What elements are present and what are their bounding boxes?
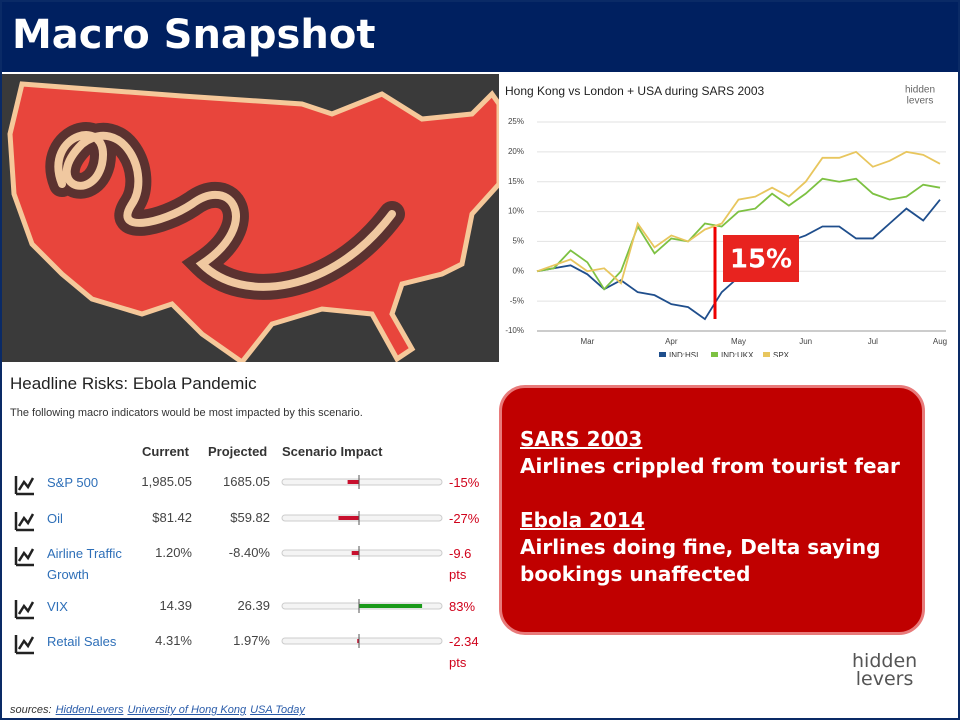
current-value: 1.20%: [155, 545, 192, 560]
x-tick-label: Aug: [933, 337, 947, 346]
impact-track: [281, 549, 443, 557]
header-bar: Macro Snapshot: [2, 2, 958, 72]
callout-box: SARS 2003 Airlines crippled from tourist…: [499, 385, 925, 635]
sources-label: sources:: [10, 704, 52, 716]
impact-track: [281, 478, 443, 486]
y-tick-label: -5%: [510, 296, 524, 305]
source-link[interactable]: HiddenLevers: [55, 704, 124, 716]
impact-track: [281, 514, 443, 522]
current-value: $81.42: [152, 510, 192, 525]
row-icon: [14, 547, 35, 567]
chart-title: Hong Kong vs London + USA during SARS 20…: [505, 84, 765, 98]
x-tick-label: Mar: [580, 337, 594, 346]
series-line: [536, 150, 941, 285]
row-icon: [14, 512, 35, 532]
impact-bar: [338, 516, 359, 520]
impact-bar: [357, 639, 359, 643]
y-tick-label: 0%: [512, 266, 524, 275]
row-icon: [14, 635, 35, 655]
column-header: Projected: [208, 444, 268, 459]
callout-text: Airlines crippled from tourist fear: [520, 454, 900, 478]
projected-value: 1685.05: [223, 474, 270, 489]
x-tick-label: Apr: [665, 337, 678, 346]
annotation-box: [723, 235, 799, 282]
sources: sources: HiddenLevers University of Hong K…: [10, 704, 305, 716]
chart-logo: hidden: [905, 85, 935, 96]
y-tick-label: 5%: [512, 237, 524, 246]
projected-value: -8.40%: [228, 545, 270, 560]
source-link[interactable]: University of Hong Kong: [127, 704, 247, 716]
logo: hidden levers: [852, 650, 918, 690]
row-icon: [14, 476, 35, 496]
impact-track: [281, 637, 443, 645]
legend-label: IND:HSI: [669, 351, 698, 357]
impact-label: -15%: [449, 475, 480, 490]
callout-text: Airlines doing fine, Delta saying bookin…: [520, 535, 881, 586]
line-chart: Hong Kong vs London + USA during SARS 20…: [499, 74, 958, 357]
annotation-text: 15%: [730, 245, 792, 275]
impact-label: -9.6 pts: [449, 546, 472, 582]
x-tick-label: Jul: [868, 337, 878, 346]
impact-bars: [14, 475, 443, 655]
y-tick-label: 20%: [508, 147, 524, 156]
impact-bar: [351, 551, 359, 555]
legend-swatch: [711, 352, 718, 357]
impact-label: -27%: [449, 511, 480, 526]
ebola-squiggle-core: [54, 131, 396, 291]
logo-text: levers: [855, 668, 914, 690]
y-tick-label: 10%: [508, 207, 524, 216]
impact-label: 83%: [449, 599, 476, 614]
column-header: Current: [142, 444, 189, 459]
current-value: 14.39: [159, 598, 192, 613]
indicator-name[interactable]: Oil: [47, 511, 63, 526]
y-tick-label: -10%: [505, 326, 524, 335]
legend-label: IND:UKX: [721, 351, 754, 357]
x-tick-label: Jun: [799, 337, 812, 346]
impact-bar: [347, 480, 359, 484]
table-title: Headline Risks: Ebola Pandemic: [10, 374, 257, 393]
series-line: [536, 177, 941, 291]
projected-value: 1.97%: [233, 633, 270, 648]
legend-swatch: [763, 352, 770, 357]
callout-heading: SARS 2003: [520, 427, 643, 451]
indicator-name[interactable]: VIX: [47, 599, 68, 614]
y-tick-label: 15%: [508, 177, 524, 186]
callout-heading: Ebola 2014: [520, 508, 645, 532]
table-subtitle: The following macro indicators would be …: [10, 407, 363, 419]
indicator-name[interactable]: S&P 500: [47, 475, 99, 490]
ebola-map: [2, 74, 499, 362]
indicator-name[interactable]: Airline Traffic Growth: [47, 546, 122, 582]
y-tick-label: 25%: [508, 117, 524, 126]
logo-text: hidden: [852, 650, 918, 672]
source-link[interactable]: USA Today: [250, 704, 305, 716]
legend-label: SPX: [773, 351, 790, 357]
chart-background: [499, 74, 958, 357]
projected-value: 26.39: [237, 598, 270, 613]
chart-logo: levers: [907, 96, 934, 107]
current-value: 1,985.05: [141, 474, 192, 489]
column-header: Scenario Impact: [282, 444, 383, 459]
projected-value: $59.82: [230, 510, 270, 525]
row-icon: [14, 600, 35, 620]
indicator-name[interactable]: Retail Sales: [47, 634, 117, 649]
x-tick-label: May: [731, 337, 746, 346]
legend-swatch: [659, 352, 666, 357]
impact-label: -2.34 pts: [449, 634, 479, 670]
impact-bar: [359, 604, 423, 608]
slide-title: Macro Snapshot: [12, 12, 376, 58]
current-value: 4.31%: [155, 633, 192, 648]
